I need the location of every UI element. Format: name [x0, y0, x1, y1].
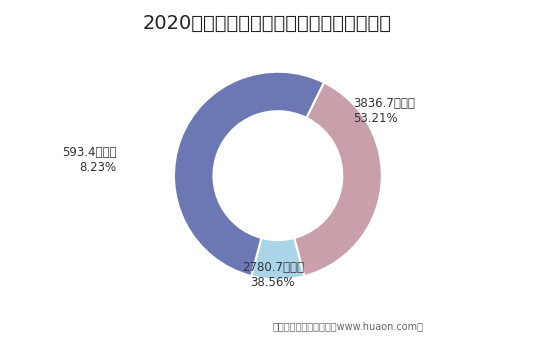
Text: 制图：华经产业研究院（www.huaon.com）: 制图：华经产业研究院（www.huaon.com）	[272, 321, 423, 331]
Wedge shape	[294, 82, 382, 276]
Wedge shape	[251, 238, 304, 280]
Text: 2020年唐山市地区生产总值产业结构占比图: 2020年唐山市地区生产总值产业结构占比图	[143, 14, 392, 32]
Wedge shape	[174, 72, 324, 276]
Text: 2780.7亿元，
38.56%: 2780.7亿元， 38.56%	[242, 261, 304, 289]
Text: 593.4亿元，
8.23%: 593.4亿元， 8.23%	[63, 146, 117, 174]
Text: 3836.7亿元，
53.21%: 3836.7亿元， 53.21%	[353, 97, 415, 125]
